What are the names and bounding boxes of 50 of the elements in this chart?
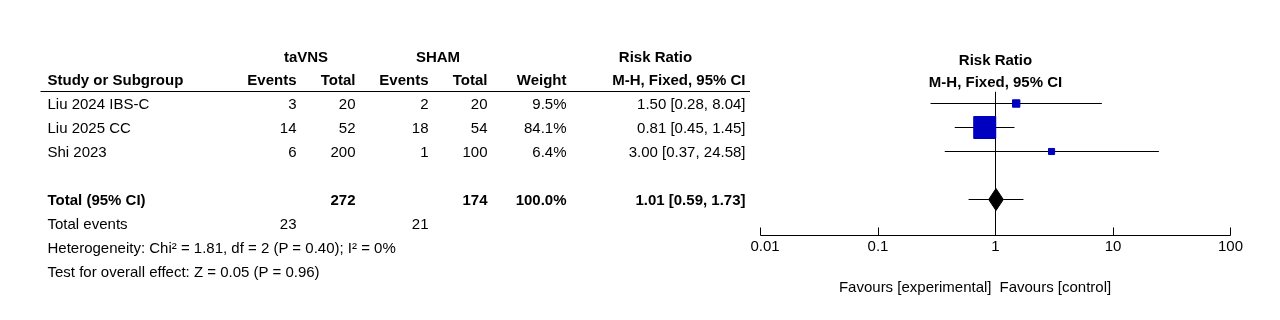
text: 3	[288, 94, 297, 112]
category-label: Total (95% CI)	[47, 191, 146, 208]
text: SHAM	[415, 48, 461, 65]
text: 1.50 [0.28, 8.04]	[637, 95, 746, 112]
text: 20	[338, 94, 356, 112]
x-tick-label: 0.01	[750, 236, 780, 254]
category-label: Shi 2023	[47, 143, 107, 160]
category-label: Total	[452, 71, 488, 88]
category-label: Events	[247, 71, 297, 88]
text: 9.5%	[532, 95, 567, 112]
text: 20	[470, 94, 488, 112]
x-tick-label: 1	[991, 236, 1000, 254]
chart-subtitle: M-H, Fixed, 95% CI	[928, 72, 1063, 90]
text: 1.01 [0.59, 1.73]	[635, 191, 746, 208]
category-label: Total	[320, 71, 356, 88]
text: Study or Subgroup	[47, 71, 184, 88]
text: 84.1%	[523, 119, 567, 136]
text: Favours [control]	[999, 278, 1112, 295]
text: Test for overall effect: Z = 0.05 (P = 0.96)	[47, 263, 320, 280]
chart-title: Risk Ratio	[958, 50, 1033, 68]
text: 0.81 [0.45, 1.45]	[637, 119, 746, 136]
text: 1	[420, 142, 429, 160]
category-label: Liu 2024 IBS-C	[47, 95, 150, 112]
text: 14	[279, 118, 297, 136]
x-tick-label: 100	[1217, 236, 1244, 254]
category-label: Events	[379, 71, 429, 88]
text: 100.0%	[515, 191, 567, 208]
text: 23	[279, 214, 297, 232]
text: Risk Ratio	[618, 48, 693, 65]
category-label: M-H, Fixed, 95% CI	[612, 71, 746, 88]
x-tick-label: 0.1	[867, 236, 889, 254]
text: 6.4%	[532, 143, 567, 160]
text: 272	[330, 190, 356, 208]
text: 52	[338, 118, 356, 136]
text: 2	[420, 94, 429, 112]
text: 6	[288, 142, 297, 160]
category-label: Liu 2025 CC	[47, 119, 131, 136]
category-label: Total events	[47, 215, 128, 232]
text: taVNS	[283, 48, 329, 65]
text: 174	[462, 190, 488, 208]
text: 3.00 [0.37, 24.58]	[628, 143, 746, 160]
category-label: Weight	[516, 71, 567, 88]
text: 54	[470, 118, 488, 136]
text: 18	[411, 118, 429, 136]
text: Heterogeneity: Chi² = 1.81, df = 2 (P = 0.40); I² = 0%	[47, 239, 396, 256]
text: 100	[462, 142, 488, 160]
text: Favours [experimental]	[838, 278, 992, 295]
text: 21	[411, 214, 429, 232]
text: 200	[330, 142, 356, 160]
x-tick-label: 10	[1104, 236, 1122, 254]
